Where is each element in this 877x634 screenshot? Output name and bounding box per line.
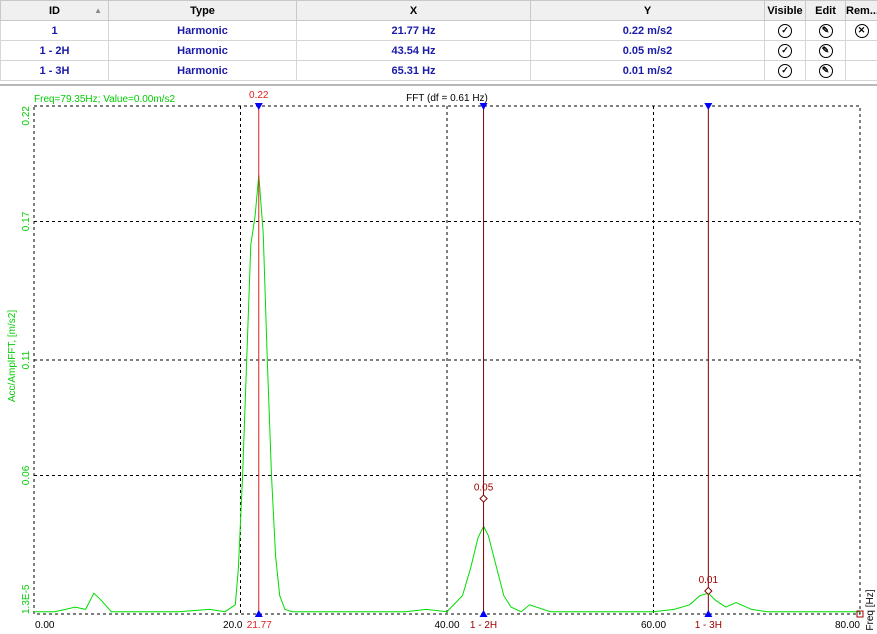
y-tick-label: 0.06 (21, 465, 32, 485)
cell-x: 43.54 Hz (296, 40, 531, 61)
cursor-top-handle[interactable] (704, 103, 713, 110)
pencil-circle-icon[interactable]: ✎ (818, 43, 833, 58)
check-circle-icon[interactable]: ✓ (778, 23, 792, 38)
cursor-table: ID ▲ Type X Y Visible Edit Rem... 1 Harm… (0, 0, 877, 81)
y-tick-label: 0.11 (21, 350, 32, 369)
cursor-top-handle[interactable] (254, 103, 263, 110)
column-header-type[interactable]: Type (108, 0, 297, 21)
column-header-id[interactable]: ID ▲ (0, 0, 109, 21)
pencil-circle-icon[interactable]: ✎ (818, 63, 833, 78)
cell-visible: ✓ (764, 40, 806, 61)
cell-x: 21.77 Hz (296, 20, 531, 41)
status-readout: Freq=79.35Hz; Value=0.00m/s2 (34, 94, 175, 105)
cursor-layer[interactable]: 0.22 21.77 0.05 1 - 2H 0.01 1 - 3H (247, 90, 864, 631)
cursor-bottom-handle[interactable] (479, 610, 488, 617)
cell-id: 1 - 2H (0, 40, 109, 61)
cell-edit: ✎ (805, 40, 846, 61)
cursor-value-label: 0.22 (249, 90, 269, 101)
column-header-x[interactable]: X (296, 0, 531, 21)
cell-remove (845, 40, 877, 61)
cell-id: 1 (0, 20, 109, 41)
check-circle-icon[interactable]: ✓ (778, 63, 792, 78)
tick-labels: 0.00 20.0 40.00 60.00 80.00 0.22 0.17 0.11 0.06 1… (21, 106, 860, 631)
cell-id: 1 - 3H (0, 60, 109, 81)
table-row[interactable]: 1 - 2H Harmonic 43.54 Hz 0.05 m/s2 ✓ ✎ (0, 40, 877, 61)
cursor-bottom-handle[interactable] (704, 610, 713, 617)
cell-type: Harmonic (108, 40, 297, 61)
series-layer (34, 175, 860, 613)
cursor-name-label: 1 - 3H (695, 620, 722, 631)
cell-type: Harmonic (108, 60, 297, 81)
cell-remove (845, 60, 877, 81)
y-axis-label: Acc/AmplFFT, [m/s2] (7, 310, 18, 402)
sort-ascending-icon[interactable]: ▲ (94, 6, 102, 15)
cursor-bottom-handle[interactable] (254, 610, 263, 617)
table-header-row: ID ▲ Type X Y Visible Edit Rem... (0, 0, 877, 21)
x-tick-label: 40.00 (434, 620, 459, 631)
cell-visible: ✓ (764, 20, 806, 41)
table-row[interactable]: 1 - 3H Harmonic 65.31 Hz 0.01 m/s2 ✓ ✎ (0, 60, 877, 81)
grid-lines (33, 105, 861, 615)
cell-y: 0.01 m/s2 (530, 60, 765, 81)
cursor-top-handle[interactable] (479, 103, 488, 110)
cursor-name-label: 1 - 2H (470, 620, 497, 631)
x-circle-icon[interactable]: ✕ (854, 23, 869, 38)
pencil-circle-icon[interactable]: ✎ (818, 23, 833, 38)
column-header-visible[interactable]: Visible (764, 0, 806, 21)
cell-y: 0.22 m/s2 (530, 20, 765, 41)
cursor-end-marker (856, 610, 864, 618)
cell-edit: ✎ (805, 20, 846, 41)
column-header-id-label: ID (49, 4, 60, 17)
y-tick-label: 0.17 (21, 211, 32, 231)
x-tick-label: 0.00 (35, 620, 55, 631)
x-tick-label: 80.00 (835, 620, 860, 631)
cell-edit: ✎ (805, 60, 846, 81)
cursor-value-label: 0.01 (699, 575, 719, 586)
y-tick-label: 1.3E-5 (21, 584, 32, 614)
cell-type: Harmonic (108, 20, 297, 41)
x-tick-label: 60.00 (641, 620, 666, 631)
cell-x: 65.31 Hz (296, 60, 531, 81)
cell-y: 0.05 m/s2 (530, 40, 765, 61)
x-axis-label: Freq [Hz] (865, 589, 876, 630)
check-circle-icon[interactable]: ✓ (778, 43, 792, 58)
fft-series-line (34, 175, 860, 613)
cursor-name-label: 21.77 (247, 620, 272, 631)
cursor-value-label: 0.05 (474, 483, 494, 494)
column-header-edit[interactable]: Edit (805, 0, 846, 21)
column-header-remove[interactable]: Rem... (845, 0, 877, 21)
fft-plot[interactable]: Freq=79.35Hz; Value=0.00m/s2 FFT (df = 0… (0, 86, 877, 634)
x-tick-label: 20.0 (223, 620, 243, 631)
table-row[interactable]: 1 Harmonic 21.77 Hz 0.22 m/s2 ✓ ✎ ✕ (0, 20, 877, 41)
splitter[interactable] (0, 84, 877, 86)
cell-visible: ✓ (764, 60, 806, 81)
cursor-value-marker (704, 586, 713, 596)
cursor-value-marker (479, 494, 488, 503)
y-tick-label: 0.22 (21, 106, 32, 126)
cell-remove: ✕ (845, 20, 877, 41)
plot-title: FFT (df = 0.61 Hz) (406, 93, 488, 104)
column-header-y[interactable]: Y (530, 0, 765, 21)
